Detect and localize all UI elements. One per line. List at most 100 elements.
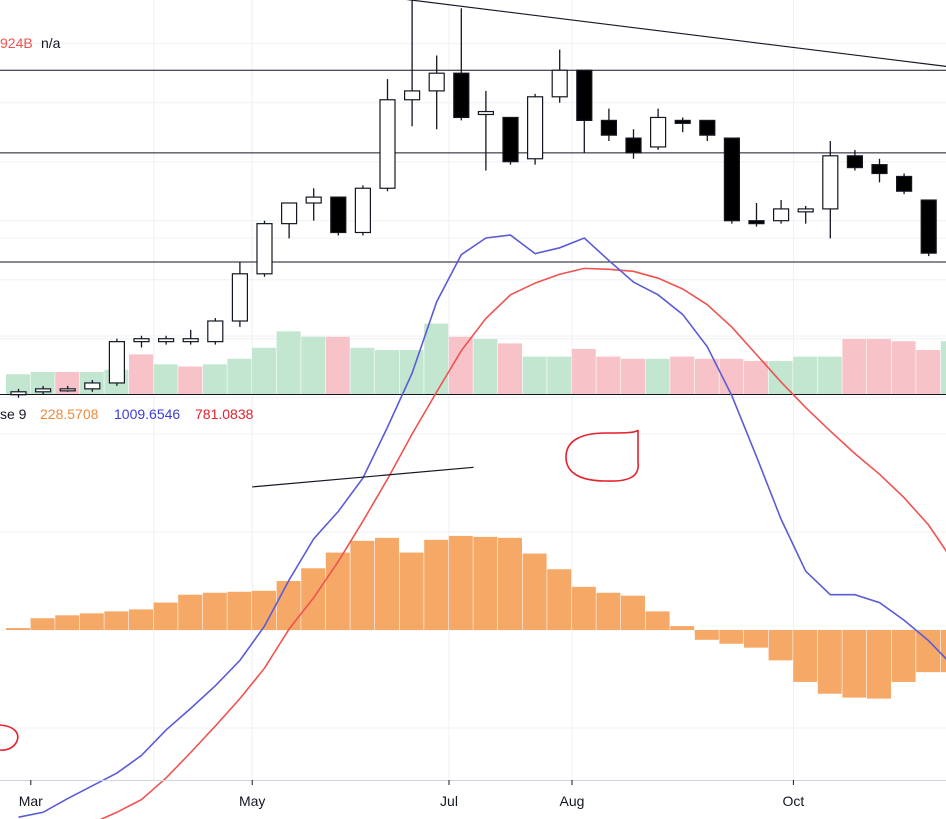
histogram-bar bbox=[645, 611, 670, 630]
volume-bar bbox=[768, 361, 793, 394]
histogram-bar bbox=[325, 552, 350, 630]
histogram-bar bbox=[498, 537, 522, 630]
histogram-bar bbox=[547, 569, 572, 630]
histogram-bar bbox=[129, 609, 153, 630]
histogram-bar bbox=[424, 539, 449, 630]
candle-body bbox=[502, 116, 519, 163]
histogram-bar bbox=[916, 630, 941, 673]
histogram-bar bbox=[793, 630, 818, 682]
macd-legend-signal: 781.0838 bbox=[195, 406, 254, 422]
volume-bar bbox=[867, 339, 891, 394]
volume-bar bbox=[252, 347, 276, 394]
volume-bar bbox=[940, 341, 946, 394]
volume-bar bbox=[571, 348, 596, 394]
price-legend-volume: 924B bbox=[0, 35, 33, 51]
volume-bar bbox=[694, 358, 719, 394]
candle-body bbox=[674, 119, 691, 124]
candle-body bbox=[895, 175, 913, 192]
candle-body bbox=[34, 388, 52, 393]
histogram-bar bbox=[79, 613, 104, 630]
histogram-top-line bbox=[252, 466, 474, 488]
candle-body bbox=[428, 72, 445, 92]
volume-bar bbox=[744, 361, 768, 394]
histogram-bar bbox=[6, 628, 30, 630]
histogram-bar bbox=[817, 630, 842, 694]
candle-body bbox=[281, 202, 298, 225]
volume-bar bbox=[473, 339, 498, 394]
histogram-bar bbox=[178, 594, 203, 630]
x-tick-label: Jul bbox=[440, 793, 458, 809]
volume-bars bbox=[6, 323, 946, 394]
left-circle-annotation bbox=[0, 724, 19, 751]
candle-body bbox=[600, 119, 618, 136]
histogram-bar bbox=[842, 630, 867, 698]
candle-body bbox=[649, 116, 667, 148]
annotations bbox=[0, 429, 639, 751]
macd-legend-macd: 1009.6546 bbox=[114, 406, 180, 422]
candle-body bbox=[920, 199, 937, 254]
candle-body bbox=[477, 110, 494, 116]
volume-bar bbox=[670, 356, 695, 394]
histogram-bar bbox=[744, 630, 768, 648]
candle-body bbox=[699, 119, 716, 136]
price-trend-line bbox=[405, 0, 946, 67]
histogram-bar bbox=[202, 592, 227, 630]
price-legend-na: n/a bbox=[41, 35, 61, 51]
histogram-bar bbox=[719, 630, 744, 644]
candle-body bbox=[723, 137, 741, 222]
volume-bar bbox=[399, 350, 424, 394]
histogram-bar bbox=[276, 581, 301, 630]
volume-bar bbox=[375, 350, 399, 394]
macd-legend-histogram: 228.5708 bbox=[40, 406, 99, 422]
candle-body bbox=[231, 273, 248, 322]
histogram-bar bbox=[768, 630, 793, 661]
histogram-bar bbox=[227, 591, 252, 630]
candle-body bbox=[453, 72, 470, 119]
candle-body bbox=[207, 320, 224, 343]
volume-bar bbox=[522, 356, 547, 394]
histogram-bar bbox=[104, 611, 129, 630]
volume-bar bbox=[793, 356, 818, 394]
histogram-bar bbox=[55, 615, 80, 630]
histogram-bar bbox=[621, 595, 645, 630]
volume-bar bbox=[129, 354, 153, 394]
volume-bar bbox=[424, 323, 449, 394]
candle-body bbox=[108, 341, 126, 384]
histogram-bar bbox=[571, 586, 596, 630]
macd-legend-label: se 9 bbox=[0, 406, 27, 422]
volume-bar bbox=[547, 356, 572, 394]
candle-body bbox=[846, 155, 864, 169]
candle-body bbox=[625, 137, 642, 154]
volume-bar bbox=[325, 336, 350, 394]
price-candles bbox=[10, 0, 937, 398]
volume-bar bbox=[350, 347, 375, 394]
histogram-bar bbox=[891, 630, 916, 682]
volume-bar bbox=[621, 358, 645, 394]
candle-body bbox=[772, 208, 790, 222]
volume-bar bbox=[596, 356, 621, 394]
candle-body bbox=[133, 338, 150, 343]
x-tick-label: May bbox=[239, 793, 265, 809]
x-tick-label: Oct bbox=[783, 793, 805, 809]
volume-bar bbox=[916, 350, 941, 394]
time-axis: Mar May Jul Aug Oct bbox=[19, 780, 805, 809]
histogram-bar bbox=[399, 552, 424, 630]
volume-bar bbox=[645, 358, 670, 394]
candle-body bbox=[305, 196, 322, 204]
candle-body bbox=[84, 382, 101, 390]
volume-bar bbox=[719, 358, 744, 394]
candle-body bbox=[354, 187, 371, 234]
macd-lines bbox=[18, 234, 946, 819]
volume-bar bbox=[817, 356, 842, 394]
candle-body bbox=[330, 196, 347, 234]
macd-line bbox=[18, 234, 946, 818]
histogram-bar bbox=[522, 553, 547, 630]
histogram-bar bbox=[867, 630, 891, 699]
volume-bar bbox=[227, 358, 252, 394]
candle-body bbox=[379, 99, 396, 189]
volume-bar bbox=[202, 364, 227, 394]
volume-bar bbox=[6, 374, 30, 394]
candle-body bbox=[748, 220, 765, 225]
